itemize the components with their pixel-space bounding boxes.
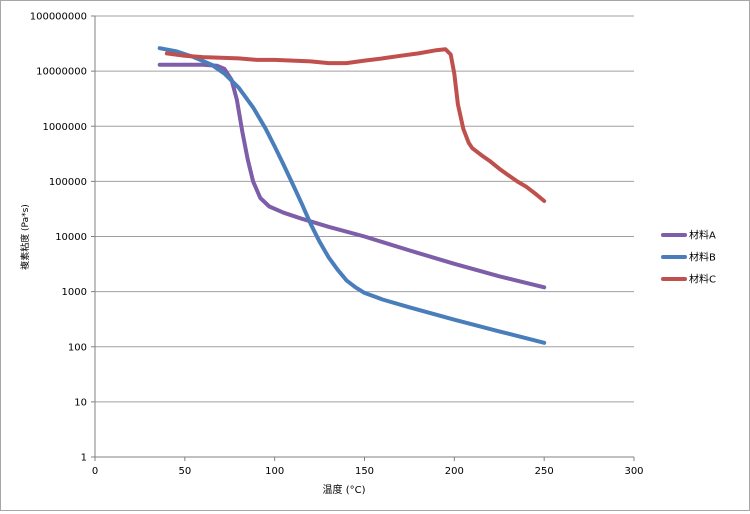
- y-tick-label: 100000000: [30, 12, 87, 23]
- series-line-3: [164, 47, 547, 203]
- x-tick-label: 100: [265, 466, 284, 477]
- series-line-2: [157, 46, 547, 345]
- x-axis-label: 温度 (°C): [323, 483, 366, 496]
- x-tick-label: 300: [624, 466, 643, 477]
- x-tick-label: 50: [178, 466, 191, 477]
- x-tick-label: 0: [92, 466, 98, 477]
- x-tick-label: 250: [535, 466, 554, 477]
- y-tick-label: 1000000: [42, 122, 87, 133]
- legend-label-3: 材料C: [689, 273, 716, 286]
- grid-lines: [95, 15, 634, 403]
- y-tick-label: 1000: [62, 287, 87, 298]
- y-tick-label: 10000: [55, 232, 87, 243]
- y-tick-label: 10: [74, 397, 87, 408]
- y-tick-label: 10000000: [36, 67, 87, 78]
- y-tick-label: 100: [68, 342, 87, 353]
- legend: 材料A 材料B 材料C: [661, 229, 716, 286]
- x-tick-label: 150: [355, 466, 374, 477]
- legend-label-1: 材料A: [689, 229, 716, 242]
- series-lines: [157, 46, 547, 345]
- y-tick-label: 100000: [49, 177, 87, 188]
- series-line-1: [157, 62, 547, 290]
- y-axis-label: 複素粘度 (Pa*s): [19, 204, 31, 270]
- axes: 1101001000100001000001000000100000001000…: [30, 12, 644, 478]
- y-tick-label: 1: [81, 453, 87, 464]
- legend-label-2: 材料B: [689, 251, 716, 264]
- x-tick-label: 200: [445, 466, 464, 477]
